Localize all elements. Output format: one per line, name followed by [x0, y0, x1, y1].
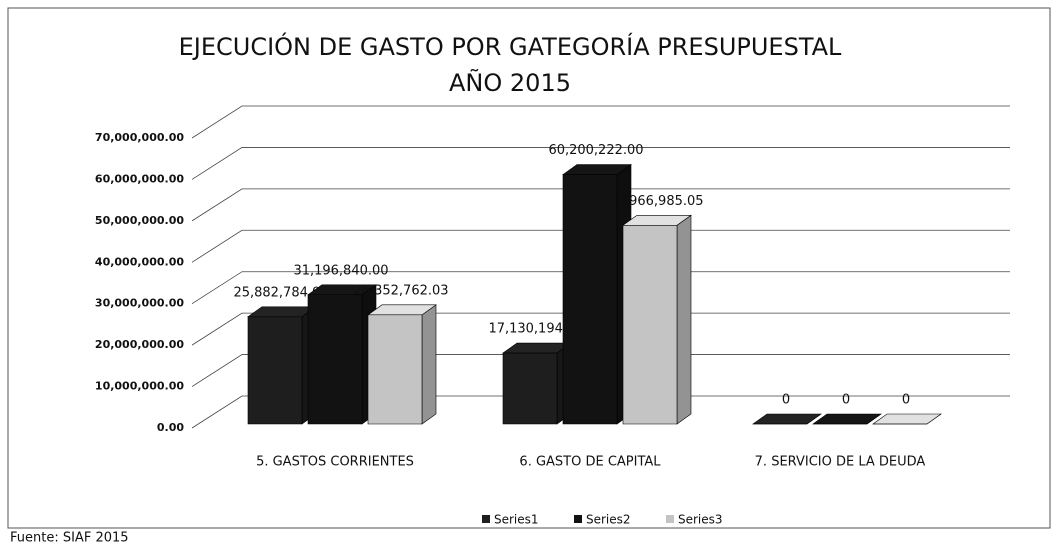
data-label: 0 [842, 393, 850, 408]
data-label: 25,882,784.00 [233, 285, 328, 300]
grid-line [191, 105, 1010, 139]
grid-line [191, 271, 1010, 305]
y-tick-label: 60,000,000.00 [95, 172, 184, 185]
bar-front [622, 224, 678, 425]
legend-swatch [482, 515, 490, 523]
bar-side [421, 304, 437, 425]
data-label: 47,966,985.05 [608, 194, 703, 209]
bar-front [247, 316, 303, 425]
legend-label: Series2 [586, 513, 631, 527]
x-tick-label: 6. GASTO DE CAPITAL [519, 455, 661, 470]
source-note: Fuente: SIAF 2015 [10, 531, 129, 546]
y-tick-label: 50,000,000.00 [95, 214, 184, 227]
grid-line [191, 395, 1010, 429]
bar [752, 413, 822, 425]
legend-swatch [666, 515, 674, 523]
y-tick-label: 70,000,000.00 [95, 131, 184, 144]
grid-line [191, 188, 1010, 222]
grid-line [191, 354, 1010, 387]
bar-side [676, 214, 692, 425]
bar-front [502, 352, 558, 425]
bar-top [872, 413, 942, 425]
x-tick-label: 5. GASTOS CORRIENTES [256, 455, 414, 470]
grid-line [191, 229, 1010, 263]
data-label: 17,130,194.00 [488, 322, 583, 337]
y-tick-label: 10,000,000.00 [95, 380, 184, 393]
grid-line [191, 147, 1010, 180]
bar [307, 284, 377, 425]
data-label: 0 [782, 393, 790, 408]
data-label: 60,200,222.00 [548, 143, 643, 158]
legend-label: Series3 [678, 513, 723, 527]
chart-subtitle: AÑO 2015 [449, 67, 571, 97]
grid-line [191, 312, 1010, 346]
legend-swatch [574, 515, 582, 523]
bar [367, 304, 437, 425]
bar [622, 214, 692, 425]
bar [812, 413, 882, 425]
y-tick-label: 20,000,000.00 [95, 338, 184, 351]
bar-front [367, 314, 423, 425]
chart-title: EJECUCIÓN DE GASTO POR GATEGORÍA PRESUPU… [179, 31, 842, 61]
bar-top [812, 413, 882, 425]
y-tick-label: 40,000,000.00 [95, 255, 184, 268]
legend-label: Series1 [494, 513, 539, 527]
bar [872, 413, 942, 425]
y-tick-label: 0.00 [157, 421, 184, 434]
x-tick-label: 7. SERVICIO DE LA DEUDA [755, 455, 926, 470]
y-tick-label: 30,000,000.00 [95, 297, 184, 310]
data-label: 0 [902, 393, 910, 408]
bar-top [752, 413, 822, 425]
data-label: 31,196,840.00 [293, 263, 388, 278]
bar-front [307, 294, 363, 425]
chart-frame [7, 7, 1051, 529]
data-label: 26,352,762.03 [353, 283, 448, 298]
bar [247, 306, 317, 425]
bar-front [562, 174, 618, 425]
bar [502, 342, 572, 425]
